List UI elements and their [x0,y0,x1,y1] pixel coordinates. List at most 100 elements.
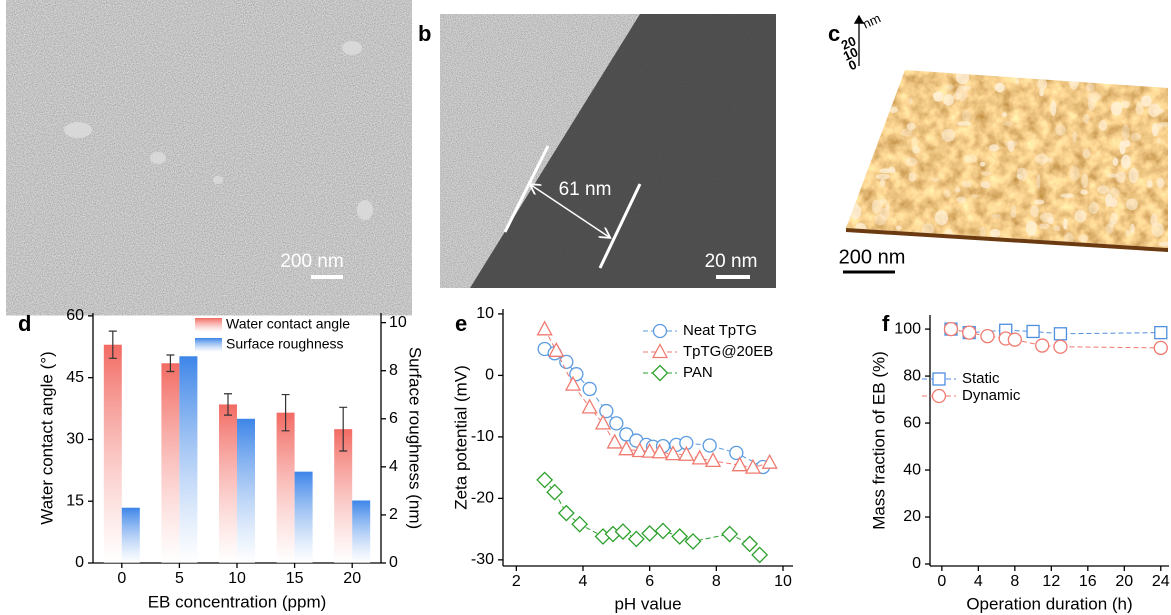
x-tick-label: 16 [1079,573,1097,590]
afm-bump [943,189,951,198]
y-tick-label: 30 [66,431,84,448]
afm-bump [1003,121,1013,127]
afm-bump [1034,199,1045,205]
marker [1153,340,1168,356]
marker [1154,325,1168,340]
afm-bump [1150,213,1158,227]
legend-label: Static [962,370,1000,387]
x-tick-label: 8 [712,573,721,590]
y2-tick-label: 8 [389,362,398,379]
afm-bump [1010,209,1017,218]
y-axis-title: Water contact angle (°) [37,351,56,524]
afm-bump [912,146,921,154]
afm-bump [962,109,972,122]
marker [652,323,668,339]
error-bar [166,354,175,373]
marker [671,528,689,545]
x-tick-label: 12 [1042,573,1060,590]
marker [651,443,668,459]
y-tick-label: 60 [903,414,921,431]
bar [276,412,295,563]
y-tick-label: 45 [66,369,84,386]
afm-edge [846,228,1168,252]
afm-bump [971,193,978,199]
x-axis-title: pH value [614,594,681,613]
afm-bump [1087,97,1096,111]
afm-bump [945,239,951,248]
edge-line [503,145,550,233]
legend-label: Neat TpTG [683,322,757,339]
error-bar [108,330,117,359]
bar [352,500,371,563]
y2-tick-label: 2 [389,506,398,523]
thickness-label: 61 nm [559,179,612,200]
afm-bump [879,178,886,188]
afm-bump [876,70,885,79]
y-tick-label: 10 [476,305,494,322]
afm-bump [1087,92,1101,103]
marker [581,398,598,414]
marker [721,525,739,543]
afm-bump [1036,173,1041,189]
afm-bump [1120,100,1130,109]
particles [64,41,373,220]
marker [614,523,632,540]
afm-bump [1050,100,1057,116]
legend-swatch [195,318,222,332]
panel-label: d [18,311,31,336]
marker [962,325,977,340]
afm-bump [1098,120,1108,131]
marker [557,504,575,522]
series-line [544,479,761,556]
marker [943,321,959,337]
y-tick-label: -30 [471,551,494,568]
y2-tick-label: 4 [389,458,398,475]
z-tick: 10 [841,44,860,64]
y-tick-label: -20 [471,490,494,507]
marker [571,515,589,533]
x-tick-label: 4 [974,573,983,590]
afm-bump [908,97,913,105]
afm-bump [1083,113,1090,124]
afm-bump [1038,223,1050,230]
panel-label: f [882,311,890,336]
afm-bump [1112,157,1119,167]
z-tick: 20 [839,33,858,53]
x-tick-label: 24 [1152,573,1170,590]
marker [546,483,564,501]
afm-bump [1110,212,1118,226]
marker [702,438,717,453]
bar [179,356,198,563]
afm-bump [930,177,940,182]
x-tick-label: 10 [228,570,246,587]
marker [654,522,672,540]
afm-bump [885,202,890,211]
afm-bump [1039,88,1045,97]
afm-bump [867,70,874,79]
y-tick-label: 0 [912,555,921,572]
afm-bump [1108,197,1118,208]
afm-bump [955,187,961,193]
afm-bump [1148,103,1161,118]
marker [684,532,702,550]
tem-image [440,14,776,288]
afm-bump [994,82,1005,93]
afm-bump [1082,148,1091,159]
afm-bump [1121,124,1130,141]
bar [219,404,237,563]
afm-bump [963,154,977,164]
y-tick-label: 0 [485,367,494,384]
afm-bump [991,214,1002,219]
series-line [950,328,1161,335]
marker [1053,339,1068,354]
error-bar [281,393,290,432]
afm-bump [1063,218,1068,230]
marker [751,546,769,564]
afm-bump [1001,112,1008,118]
afm-bump [961,180,972,188]
y-tick-label: 20 [903,508,921,525]
afm-bump [961,85,971,90]
x-tick-label: 0 [937,573,946,590]
afm-bump [1151,123,1159,137]
afm-bump [908,172,917,182]
